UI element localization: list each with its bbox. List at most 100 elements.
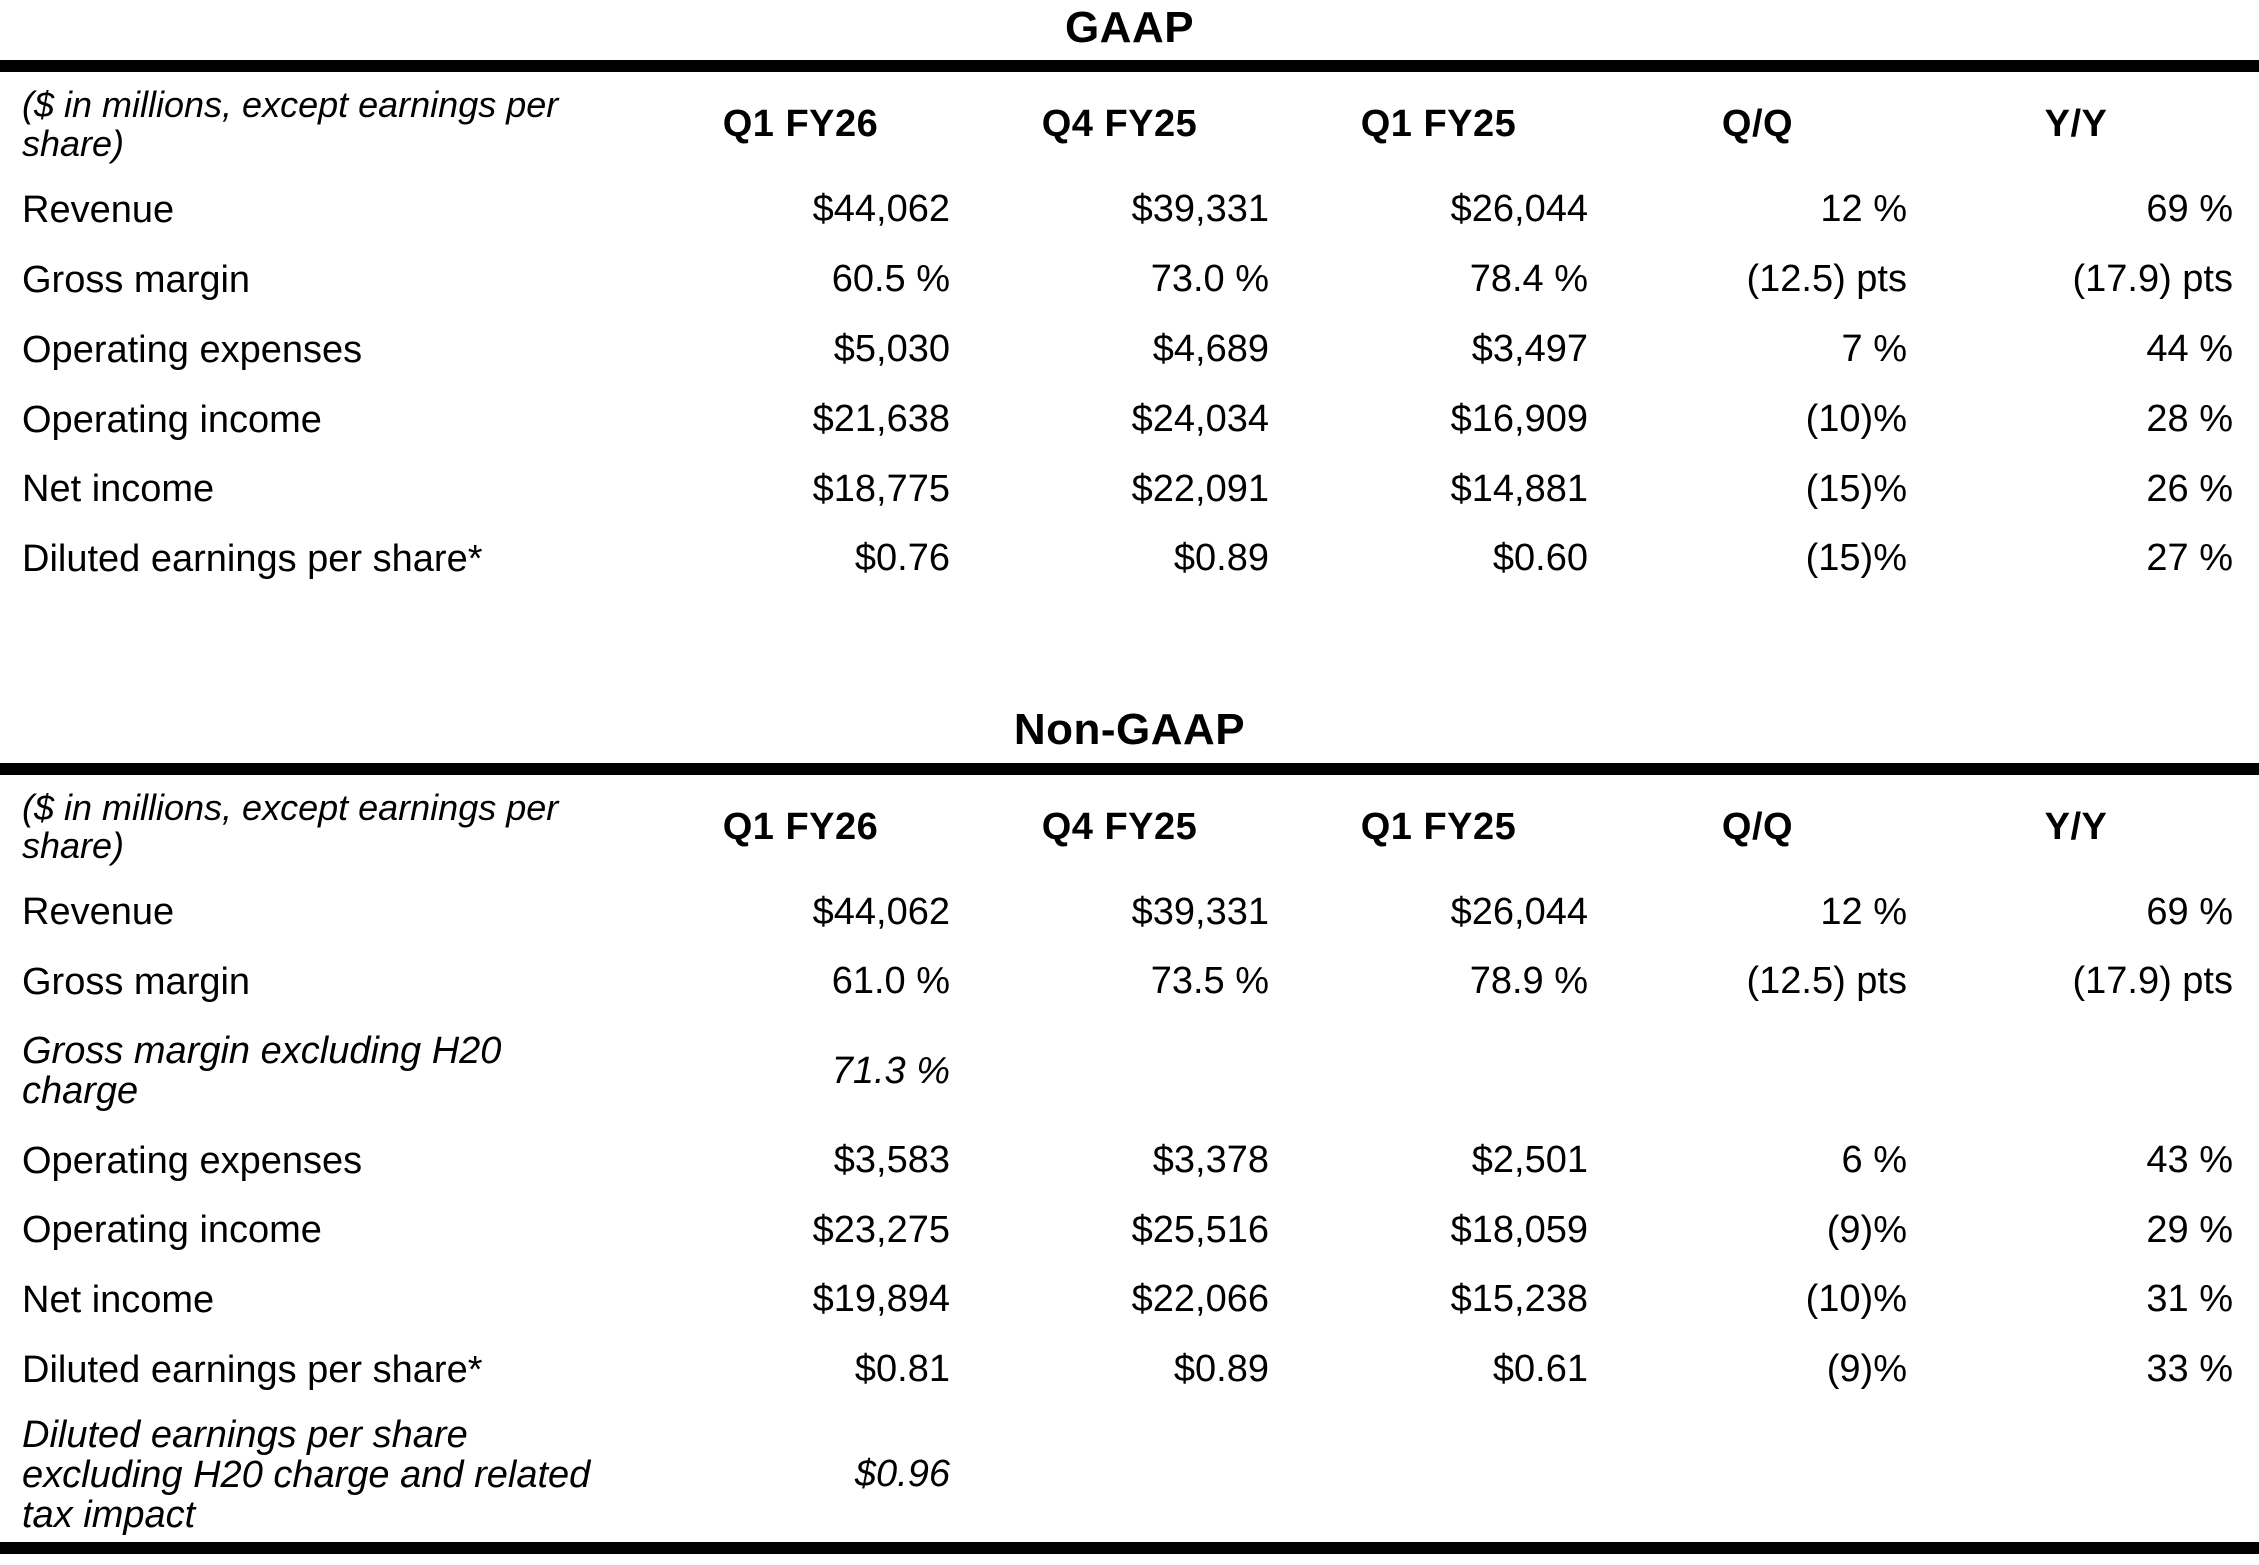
cell-value: $0.60 [1492, 537, 1588, 580]
gaap-header-row: ($ in millions, except earnings per shar… [0, 66, 2259, 175]
cell-value [1303, 1405, 1622, 1548]
cell-value: $14,881 [1450, 467, 1588, 510]
cell-value: (17.9) pts [2072, 258, 2233, 301]
row-label: Revenue [22, 891, 175, 934]
cell-value: (10)% [1805, 397, 1907, 440]
cell-value: $18,775 [812, 467, 950, 510]
cell-value: 71.3 % [831, 1049, 950, 1092]
cell-value: 73.0 % [1150, 258, 1269, 301]
cell-value: 69 % [2146, 890, 2233, 933]
cell-value: (15)% [1805, 537, 1907, 580]
row-label: Revenue [22, 189, 175, 232]
cell-value: $19,894 [812, 1278, 950, 1321]
column-header: Q1 FY26 [722, 103, 879, 146]
table-row: Net income $18,775 $22,091 $14,881 (15)% 26 % [0, 455, 2259, 525]
cell-value: (9)% [1826, 1348, 1907, 1391]
cell-value: (17.9) pts [2072, 960, 2233, 1003]
cell-value: 7 % [1841, 328, 1907, 371]
table-row: Diluted earnings per share* $0.76 $0.89 $0.… [0, 524, 2259, 594]
cell-value: 31 % [2146, 1278, 2233, 1321]
row-label: Net income [22, 468, 215, 511]
cell-value: $22,066 [1131, 1278, 1269, 1321]
cell-value: 27 % [2146, 537, 2233, 580]
cell-value: $24,034 [1131, 397, 1269, 440]
table-row: Diluted earnings per share* $0.81 $0.89 $0.… [0, 1335, 2259, 1405]
cell-value: 28 % [2146, 397, 2233, 440]
cell-value: $25,516 [1131, 1208, 1269, 1251]
table-row: Revenue $44,062 $39,331 $26,044 12 % 69 % [0, 175, 2259, 245]
cell-value: $39,331 [1131, 890, 1269, 933]
cell-value [1941, 1405, 2259, 1548]
nongaap-table: ($ in millions, except earnings per shar… [0, 762, 2259, 1554]
cell-value [1941, 1017, 2259, 1126]
cell-value: (10)% [1805, 1278, 1907, 1321]
cell-value: 12 % [1820, 890, 1907, 933]
gaap-table-body: Revenue $44,062 $39,331 $26,044 12 % 69 % Gros… [0, 175, 2259, 594]
column-header: Q/Q [1721, 103, 1794, 146]
nongaap-header-row: ($ in millions, except earnings per shar… [0, 769, 2259, 878]
cell-value: 61.0 % [831, 960, 950, 1003]
cell-value: (12.5) pts [1746, 960, 1907, 1003]
cell-value: $39,331 [1131, 188, 1269, 231]
cell-value: $0.96 [854, 1453, 950, 1496]
gaap-table-title: GAAP [1064, 3, 1195, 52]
gaap-section: GAAP ($ in millions, except earnings per… [0, 3, 2259, 594]
cell-value: 12 % [1820, 188, 1907, 231]
column-header: Q1 FY25 [1360, 103, 1517, 146]
row-label: Gross margin [22, 258, 251, 301]
cell-value: $5,030 [833, 328, 950, 371]
table-row: Operating income $21,638 $24,034 $16,909 (10… [0, 385, 2259, 455]
cell-value: $0.89 [1173, 537, 1269, 580]
cell-value: $3,378 [1152, 1138, 1269, 1181]
cell-value: (12.5) pts [1746, 258, 1907, 301]
cell-value [1622, 1017, 1941, 1126]
cell-value: 78.4 % [1469, 258, 1588, 301]
row-label: Diluted earnings per share excluding H20… [22, 1413, 591, 1537]
table-row: Gross margin 61.0 % 73.5 % 78.9 % (12.5) pts… [0, 947, 2259, 1017]
nongaap-table-body: Revenue $44,062 $39,331 $26,044 12 % 69 % Gros… [0, 878, 2259, 1548]
cell-value: 78.9 % [1469, 960, 1588, 1003]
cell-value: $26,044 [1450, 188, 1588, 231]
cell-value: $16,909 [1450, 397, 1588, 440]
cell-value [1303, 1017, 1622, 1126]
nongaap-table-title: Non-GAAP [1013, 705, 1246, 755]
row-label: Operating expenses [22, 328, 363, 371]
cell-value: 69 % [2146, 188, 2233, 231]
cell-value: $23,275 [812, 1208, 950, 1251]
table-row: Gross margin 60.5 % 73.0 % 78.4 % (12.5) pts… [0, 245, 2259, 315]
cell-value: $3,497 [1471, 328, 1588, 371]
row-label: Operating income [22, 398, 322, 441]
cell-value: $3,583 [833, 1138, 950, 1181]
cell-value: $22,091 [1131, 467, 1269, 510]
cell-value: 6 % [1841, 1138, 1907, 1181]
cell-value: $4,689 [1152, 328, 1269, 371]
cell-value: $0.89 [1173, 1348, 1269, 1391]
table-row: Operating expenses $3,583 $3,378 $2,501 6 % 4… [0, 1126, 2259, 1196]
cell-value [1622, 1405, 1941, 1548]
table-row: Revenue $44,062 $39,331 $26,044 12 % 69 % [0, 878, 2259, 948]
cell-value: 44 % [2146, 328, 2233, 371]
column-header: Q/Q [1721, 805, 1794, 848]
units-note: ($ in millions, except earnings per shar… [22, 84, 559, 164]
table-row: Net income $19,894 $22,066 $15,238 (10)% 31 % [0, 1265, 2259, 1335]
cell-value: $0.81 [854, 1348, 950, 1391]
nongaap-section: Non-GAAP ($ in millions, except earnings… [0, 705, 2259, 1554]
cell-value: 43 % [2146, 1138, 2233, 1181]
table-row: Gross margin excluding H20 charge 71.3 % [0, 1017, 2259, 1126]
row-label: Gross margin [22, 961, 251, 1004]
column-header: Q4 FY25 [1041, 103, 1198, 146]
cell-value: (15)% [1805, 467, 1907, 510]
cell-value: $15,238 [1450, 1278, 1588, 1321]
column-header: Y/Y [2044, 805, 2108, 848]
cell-value: 26 % [2146, 467, 2233, 510]
table-row: Operating income $23,275 $25,516 $18,059 (9)… [0, 1196, 2259, 1266]
row-label: Operating expenses [22, 1139, 363, 1182]
gaap-table: ($ in millions, except earnings per shar… [0, 60, 2259, 594]
table-row: Diluted earnings per share excluding H20… [0, 1405, 2259, 1548]
column-header: Q4 FY25 [1041, 805, 1198, 848]
cell-value: 73.5 % [1150, 960, 1269, 1003]
row-label: Diluted earnings per share* [22, 538, 483, 581]
cell-value: 29 % [2146, 1208, 2233, 1251]
cell-value: $44,062 [812, 188, 950, 231]
units-note: ($ in millions, except earnings per shar… [22, 786, 559, 867]
